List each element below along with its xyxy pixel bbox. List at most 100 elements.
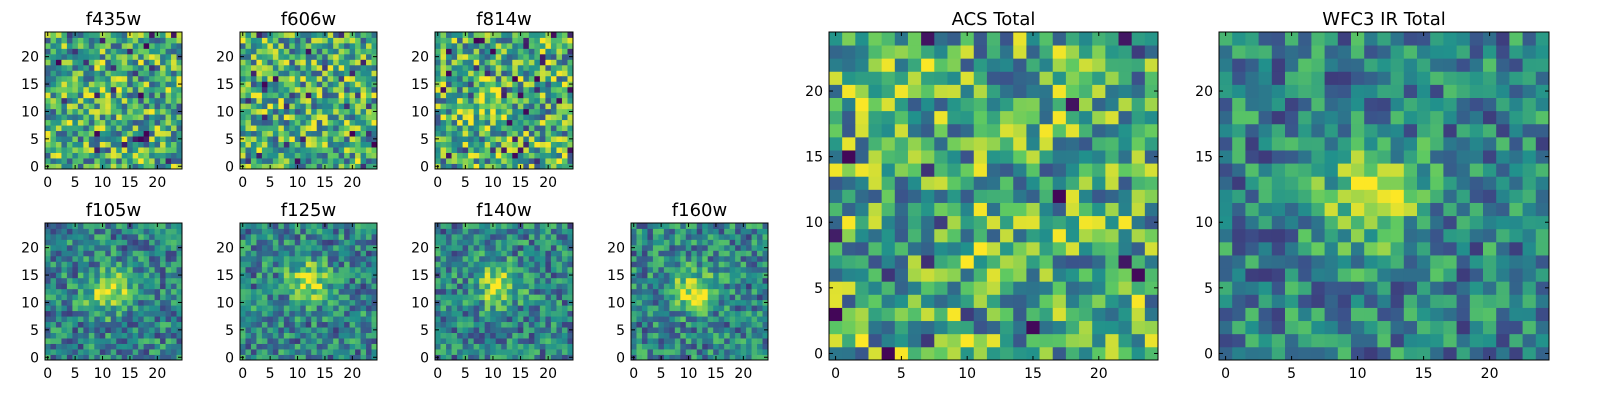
heatmap-cell	[479, 103, 486, 110]
heatmap-cell	[556, 288, 563, 295]
heatmap-cell	[165, 37, 172, 44]
heatmap-cell	[457, 299, 463, 306]
heatmap-cell	[718, 223, 725, 229]
heatmap-cell	[636, 349, 643, 355]
heatmap-cell	[116, 294, 123, 301]
heatmap-cell	[735, 305, 741, 312]
heatmap-cell	[1013, 176, 1027, 190]
heatmap-cell	[127, 343, 134, 350]
heatmap-cell	[451, 349, 458, 355]
heatmap-cell	[550, 305, 557, 312]
heatmap-cell	[517, 158, 524, 164]
heatmap-cell	[110, 354, 117, 361]
heatmap-cell	[517, 277, 524, 284]
heatmap-cell	[735, 272, 741, 279]
heatmap-cell	[160, 119, 166, 126]
heatmap-cell	[490, 125, 497, 132]
heatmap-cell	[512, 136, 519, 142]
heatmap-cell	[669, 321, 676, 328]
heatmap-cell	[311, 272, 318, 279]
heatmap-cell	[479, 114, 486, 121]
heatmap-cell	[127, 327, 134, 333]
heatmap-cell	[1026, 202, 1040, 217]
heatmap-cell	[300, 321, 307, 328]
heatmap-cell	[289, 163, 296, 170]
heatmap-cell	[165, 283, 172, 290]
heatmap-cell	[116, 114, 123, 121]
heatmap-cell	[327, 310, 334, 317]
heatmap-cell	[50, 42, 57, 49]
heatmap-cell	[294, 119, 301, 126]
heatmap-cell	[94, 244, 101, 251]
x-tick-label: 10	[484, 366, 502, 382]
heatmap-cell	[506, 288, 513, 295]
heatmap-cell	[691, 250, 698, 257]
heatmap-cell	[713, 349, 720, 355]
heatmap-cell	[121, 223, 128, 229]
heatmap-cell	[344, 81, 350, 88]
heatmap-cell	[344, 228, 350, 235]
heatmap-cell	[66, 86, 73, 93]
heatmap-cell	[718, 349, 725, 355]
heatmap-cell	[88, 272, 95, 279]
heatmap-cell	[327, 136, 334, 142]
heatmap-cell	[360, 228, 367, 235]
heatmap-cell	[300, 354, 307, 361]
heatmap-cell	[545, 147, 552, 153]
heatmap-cell	[66, 136, 73, 142]
heatmap-cell	[501, 299, 508, 306]
heatmap-cell	[495, 305, 502, 312]
heatmap-cell	[127, 53, 134, 60]
heatmap-cell	[669, 266, 676, 273]
heatmap-cell	[567, 321, 574, 328]
heatmap-cell	[550, 158, 557, 164]
heatmap-cell	[344, 125, 350, 132]
heatmap-cell	[746, 310, 752, 317]
heatmap-cell	[440, 266, 447, 273]
heatmap-cell	[534, 92, 541, 99]
heatmap-cell	[658, 283, 665, 290]
heatmap-cell	[138, 108, 145, 115]
heatmap-cell	[311, 343, 318, 350]
heatmap-cell	[171, 354, 177, 361]
heatmap-cell	[556, 32, 563, 38]
heatmap-cell	[261, 244, 268, 251]
heatmap-cell	[149, 64, 155, 71]
heatmap-cell	[311, 75, 318, 82]
heatmap-cell	[327, 37, 334, 44]
heatmap-cell	[934, 189, 948, 203]
heatmap-cell	[457, 141, 463, 148]
heatmap-cell	[545, 103, 552, 110]
heatmap-cell	[501, 136, 508, 142]
heatmap-cell	[105, 233, 112, 240]
heatmap-cell	[1065, 241, 1080, 256]
heatmap-cell	[691, 343, 698, 350]
heatmap-cell	[539, 81, 546, 88]
heatmap-cell	[479, 338, 486, 344]
heatmap-cell	[50, 228, 57, 235]
heatmap-cell	[50, 59, 57, 66]
heatmap-cell	[171, 349, 177, 355]
heatmap-cell	[83, 321, 90, 328]
heatmap-cell	[322, 125, 329, 132]
heatmap-cell	[66, 354, 73, 361]
heatmap-cell	[278, 37, 285, 44]
x-tick-label: 0	[43, 366, 52, 382]
heatmap-cell	[149, 233, 155, 240]
heatmap-cell	[116, 239, 123, 246]
heatmap-cell	[278, 32, 285, 38]
heatmap-cell	[272, 250, 279, 257]
heatmap-cell	[110, 239, 117, 246]
heatmap-cell	[289, 81, 296, 88]
heatmap-cell	[746, 244, 752, 251]
heatmap-cell	[110, 250, 117, 257]
heatmap-cell	[550, 288, 557, 295]
heatmap-cell	[66, 349, 73, 355]
heatmap-cell	[556, 125, 563, 132]
heatmap-cell	[440, 272, 447, 279]
heatmap-cell	[685, 244, 692, 251]
heatmap-cell	[300, 59, 307, 66]
heatmap-cell	[647, 223, 654, 229]
heatmap-cell	[322, 42, 329, 49]
